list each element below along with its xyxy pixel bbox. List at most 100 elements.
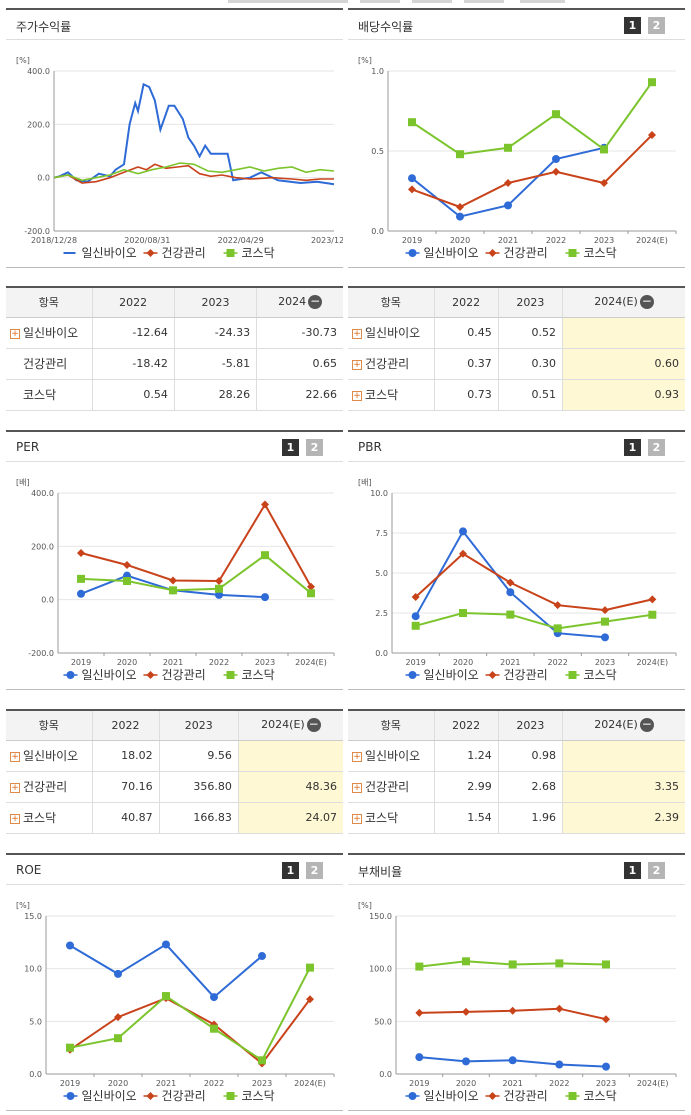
value-cell: 22.66 xyxy=(256,379,343,411)
point-marker xyxy=(601,606,609,615)
point-marker xyxy=(602,1062,610,1071)
y-tick-label: 200.0 xyxy=(31,542,54,551)
point-marker xyxy=(648,610,657,619)
table-header-row: 항목 2022 2023 2024(E) − xyxy=(348,710,685,741)
expand-icon[interactable]: + xyxy=(10,813,20,824)
point-marker xyxy=(508,1006,517,1015)
point-marker xyxy=(462,1057,470,1066)
y-tick-label: 0.0 xyxy=(375,649,388,658)
column-header: 2022 xyxy=(433,710,499,741)
y-unit-label: [%] xyxy=(358,901,372,910)
value-cell: 0.93 xyxy=(562,379,685,411)
column-header-label: 2023 xyxy=(201,295,230,309)
column-header: 2023 xyxy=(497,710,563,741)
expand-icon[interactable]: + xyxy=(352,328,362,339)
view-2-button[interactable]: 2 xyxy=(648,439,665,456)
expand-icon[interactable]: + xyxy=(352,782,362,793)
view-2-button[interactable]: 2 xyxy=(306,862,323,879)
column-header: 2023 xyxy=(173,287,257,318)
expand-icon[interactable]: + xyxy=(10,751,20,762)
panel-title: PER xyxy=(16,440,40,454)
collapse-icon[interactable]: − xyxy=(639,717,654,733)
value-cell: 2.68 xyxy=(497,771,563,803)
row-label-cell: +코스닥 xyxy=(6,379,92,411)
x-tick-label: 2022 xyxy=(546,236,566,245)
expand-icon[interactable]: + xyxy=(352,390,362,401)
series-line-2 xyxy=(415,611,653,630)
y-tick-label: 100.0 xyxy=(369,965,392,974)
view-1-button[interactable]: 1 xyxy=(624,862,641,879)
point-marker xyxy=(226,1092,235,1100)
table-header-row: 항목 2022 2023 2024− xyxy=(6,287,343,318)
column-header: 2022 xyxy=(91,710,160,741)
point-marker xyxy=(411,621,420,630)
value-cell: -12.64 xyxy=(91,317,175,349)
value-cell: 0.30 xyxy=(497,348,563,380)
x-tick-label: 2020 xyxy=(456,1079,476,1088)
y-tick-label: 5.0 xyxy=(375,569,388,578)
table-row: + 코스닥 0.73 0.51 0.93 xyxy=(348,379,685,411)
x-tick-label: 2024(E) xyxy=(294,1079,326,1088)
view-1-button[interactable]: 1 xyxy=(624,17,641,34)
view-1-button[interactable]: 1 xyxy=(624,439,641,456)
row-label: 일신바이오 xyxy=(365,749,421,763)
dividend-table: 항목 2022 2023 2024(E) − + 일신바이오 0.45 0.52 + 건강관리 0.3… xyxy=(348,286,685,411)
view-2-button[interactable]: 2 xyxy=(648,862,665,879)
point-marker xyxy=(258,1056,266,1065)
expand-icon: + xyxy=(10,390,20,401)
collapse-icon[interactable]: − xyxy=(639,294,654,310)
y-unit-label: [배] xyxy=(16,478,30,487)
point-marker xyxy=(553,601,562,610)
view-2-button[interactable]: 2 xyxy=(648,17,665,34)
legend-item-0: 일신바이오 xyxy=(82,668,137,682)
point-marker xyxy=(307,582,315,591)
point-marker xyxy=(456,203,464,211)
point-marker xyxy=(462,957,470,966)
x-tick-label: 2023 xyxy=(255,658,275,667)
expand-icon[interactable]: + xyxy=(352,359,362,370)
table-row: + 코스닥 1.54 1.96 2.39 xyxy=(348,802,685,834)
point-marker xyxy=(602,960,610,969)
panel-title: ROE xyxy=(16,863,42,877)
x-tick-label: 2020 xyxy=(453,658,473,667)
expand-icon[interactable]: + xyxy=(352,813,362,824)
column-header-label: 항목 xyxy=(38,719,59,733)
column-header-label: 2022 xyxy=(452,295,481,309)
x-tick-label: 2023 xyxy=(594,236,614,245)
expand-icon: + xyxy=(10,359,20,370)
x-tick-label: 2020 xyxy=(117,658,137,667)
pbr-chart: [배] 10.0 7.5 5.0 2.5 0.0 2019 2020 2021 2022 2023 2… xyxy=(358,478,677,682)
point-marker xyxy=(456,150,464,159)
panel-header: PER 1 2 xyxy=(6,432,343,462)
point-marker xyxy=(601,617,609,626)
view-1-button[interactable]: 1 xyxy=(282,862,299,879)
value-cell: 2.99 xyxy=(433,771,499,803)
point-marker xyxy=(66,941,74,950)
point-marker xyxy=(77,574,85,583)
x-tick-label: 2020 xyxy=(450,236,470,245)
expand-icon[interactable]: + xyxy=(10,328,20,339)
row-label: 건강관리 xyxy=(365,357,410,371)
y-tick-label: 400.0 xyxy=(27,67,50,76)
point-marker xyxy=(600,179,608,187)
x-tick-label: 2024(E) xyxy=(636,236,668,245)
y-unit-label: [%] xyxy=(16,901,30,910)
x-tick-label: 2022/04/29 xyxy=(218,236,264,245)
expand-icon[interactable]: + xyxy=(352,751,362,762)
value-cell: 356.80 xyxy=(158,771,239,803)
view-2-button[interactable]: 2 xyxy=(306,439,323,456)
view-1-button[interactable]: 1 xyxy=(282,439,299,456)
point-marker xyxy=(508,1056,517,1065)
point-marker xyxy=(306,963,314,972)
collapse-icon[interactable]: − xyxy=(308,294,323,310)
legend-item-2: 코스닥 xyxy=(584,668,617,682)
column-header: 2024(E) − xyxy=(562,710,685,741)
point-marker xyxy=(459,527,467,536)
collapse-icon[interactable]: − xyxy=(306,717,321,733)
point-marker xyxy=(488,671,497,679)
value-cell: -5.81 xyxy=(173,348,257,380)
value-cell: 9.56 xyxy=(158,740,239,772)
point-marker xyxy=(261,500,269,509)
value-cell: 0.98 xyxy=(497,740,563,772)
expand-icon[interactable]: + xyxy=(10,782,20,793)
